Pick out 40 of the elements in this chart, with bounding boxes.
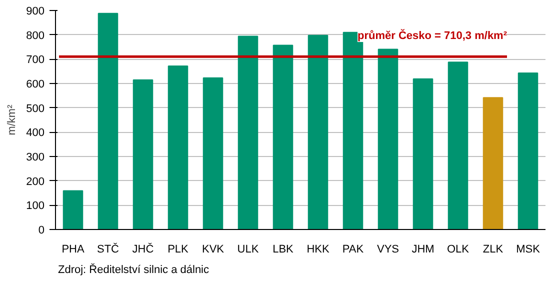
y-tick-label: 200 (26, 176, 45, 188)
y-tick-label: 600 (26, 78, 45, 90)
x-tick-label: JHČ (132, 242, 154, 256)
bar (132, 79, 154, 230)
x-tick-label: ULK (237, 244, 260, 256)
x-tick-label: JHM (412, 244, 434, 256)
y-tick-label: 100 (26, 200, 45, 212)
bar (518, 72, 538, 230)
x-tick-label: OLK (446, 244, 470, 256)
x-tick-label: LBK (272, 244, 294, 256)
bar (482, 97, 504, 230)
x-tick-label: ZLK (482, 244, 504, 256)
bar (168, 65, 188, 230)
x-tick-label: VYS (376, 244, 400, 256)
bar (412, 78, 434, 230)
bar (378, 48, 398, 230)
x-tick-label: KVK (202, 244, 225, 256)
bar (62, 190, 84, 230)
bar (98, 12, 118, 230)
x-tick-label: PLK (168, 244, 190, 256)
ref-line-label: průměr Česko = 710,3 m/km² (358, 29, 508, 42)
x-tick-label: PHA (62, 244, 85, 256)
text: Zdroj: Ředitelství silnic a dálnic (58, 263, 210, 278)
x-tick-label: MSK (516, 244, 541, 256)
bar (272, 44, 294, 230)
y-tick-label: 700 (26, 54, 45, 66)
bar (238, 36, 258, 230)
x-tick-label: HKK (306, 244, 330, 256)
y-tick-label: 0 (38, 224, 45, 236)
bar (308, 34, 328, 230)
x-tick-label: PAK (342, 244, 364, 256)
x-tick-label: STČ (97, 242, 120, 256)
y-tick-label: 500 (26, 102, 45, 115)
y-axis-title: m/km² (6, 104, 18, 136)
y-tick-label: 800 (26, 30, 45, 42)
y-tick-label: 400 (26, 127, 45, 140)
bar (448, 62, 468, 230)
y-tick-label: 300 (26, 152, 45, 164)
bar (202, 77, 224, 230)
y-tick-label: 900 (26, 6, 45, 18)
